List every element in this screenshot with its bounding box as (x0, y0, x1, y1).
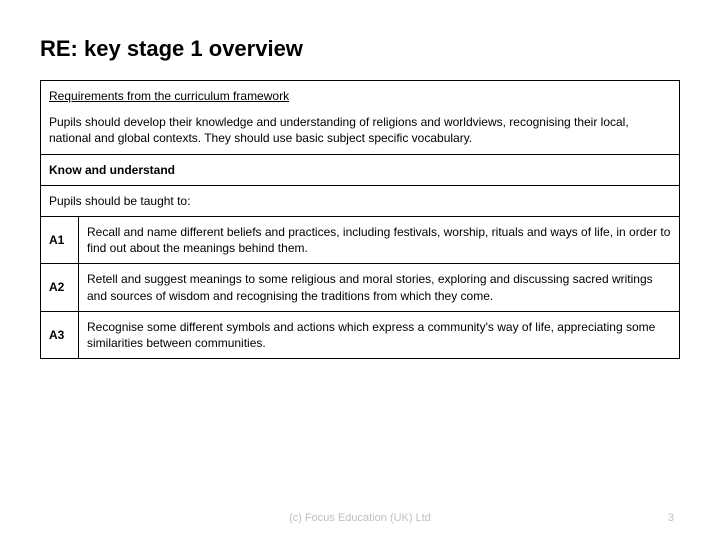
row-text: Recall and name different beliefs and pr… (79, 216, 680, 263)
copyright-text: (c) Focus Education (UK) Ltd (0, 512, 720, 524)
requirements-header: Requirements from the curriculum framewo… (49, 88, 671, 114)
page-title: RE: key stage 1 overview (40, 36, 680, 62)
overview-table: Requirements from the curriculum framewo… (40, 80, 680, 359)
row-text: Recognise some different symbols and act… (79, 311, 680, 358)
row-code: A2 (41, 264, 79, 311)
slide-page: RE: key stage 1 overview Requirements fr… (0, 0, 720, 540)
section-header-cell: Know and understand (41, 154, 680, 185)
taught-intro-row: Pupils should be taught to: (41, 185, 680, 216)
table-row: A3 Recognise some different symbols and … (41, 311, 680, 358)
row-code: A3 (41, 311, 79, 358)
taught-intro-cell: Pupils should be taught to: (41, 185, 680, 216)
requirements-row: Requirements from the curriculum framewo… (41, 81, 680, 155)
row-code: A1 (41, 216, 79, 263)
table-row: A2 Retell and suggest meanings to some r… (41, 264, 680, 311)
page-number: 3 (668, 512, 674, 524)
row-text: Retell and suggest meanings to some reli… (79, 264, 680, 311)
requirements-body: Pupils should develop their knowledge an… (49, 114, 671, 146)
section-header-row: Know and understand (41, 154, 680, 185)
requirements-cell: Requirements from the curriculum framewo… (41, 81, 680, 155)
table-row: A1 Recall and name different beliefs and… (41, 216, 680, 263)
